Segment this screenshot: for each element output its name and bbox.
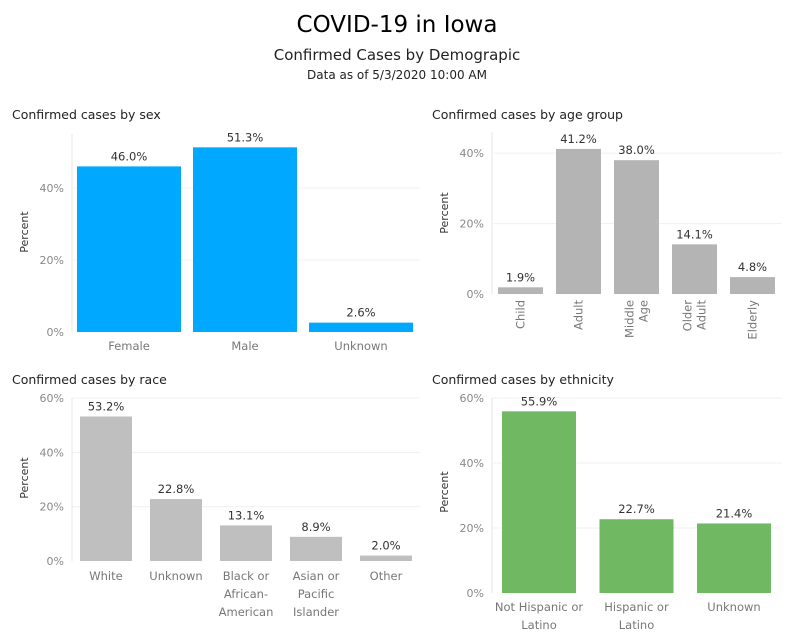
- age-category-label: Elderly: [746, 300, 760, 340]
- race-bar: [150, 499, 202, 561]
- ethnicity-y-tick-label: 20%: [460, 522, 484, 535]
- race-y-tick-label: 40%: [40, 446, 64, 459]
- ethnicity-bar: [502, 411, 576, 593]
- age-value-label: 1.9%: [506, 270, 535, 284]
- race-y-tick-label: 20%: [40, 501, 64, 514]
- race-value-label: 53.2%: [88, 399, 125, 413]
- age-y-tick-label: 20%: [460, 218, 484, 231]
- race-category-label: Black or: [223, 569, 270, 583]
- sex-y-tick-label: 40%: [40, 182, 64, 195]
- age-category-label: Older: [681, 300, 695, 332]
- ethnicity-category-label: Unknown: [707, 600, 760, 614]
- sex-value-label: 2.6%: [346, 306, 375, 320]
- ethnicity-category-label: Latino: [619, 618, 654, 632]
- age-value-label: 14.1%: [676, 227, 713, 241]
- race-category-label: Other: [370, 569, 403, 583]
- age-category-label: Child: [514, 300, 528, 329]
- race-value-label: 2.0%: [371, 539, 400, 553]
- race-bar: [360, 555, 412, 561]
- dashboard-title: COVID-19 in Iowa: [296, 12, 498, 38]
- race-y-tick-label: 60%: [40, 392, 64, 405]
- ethnicity-value-label: 55.9%: [521, 394, 558, 408]
- age-bar: [672, 244, 717, 294]
- race-value-label: 13.1%: [228, 508, 265, 522]
- sex-category-label: Male: [231, 339, 258, 353]
- race-category-label: American: [219, 605, 274, 619]
- age-bar: [556, 148, 601, 294]
- ethnicity-y-axis-label: Percent: [438, 471, 451, 513]
- age-value-label: 41.2%: [560, 132, 597, 146]
- ethnicity-chart-title: Confirmed cases by ethnicity: [432, 372, 614, 387]
- ethnicity-bar: [599, 519, 674, 593]
- ethnicity-y-tick-label: 40%: [460, 457, 484, 470]
- sex-value-label: 46.0%: [111, 149, 148, 163]
- data-timestamp: Data as of 5/3/2020 10:00 AM: [307, 68, 487, 82]
- race-bar: [220, 525, 272, 561]
- race-value-label: 22.8%: [158, 482, 195, 496]
- dashboard-subtitle: Confirmed Cases by Demograpic: [273, 46, 521, 64]
- age-category-label: Age: [637, 300, 651, 322]
- race-bar: [80, 416, 132, 561]
- sex-y-tick-label: 20%: [40, 254, 64, 267]
- race-category-label: Unknown: [149, 569, 202, 583]
- age-bar: [498, 287, 543, 294]
- age-chart-title: Confirmed cases by age group: [432, 107, 623, 122]
- sex-bar: [193, 147, 297, 332]
- race-category-label: White: [89, 569, 122, 583]
- sex-category-label: Unknown: [334, 339, 387, 353]
- age-category-label: Adult: [695, 300, 709, 330]
- race-bar: [290, 536, 342, 561]
- sex-category-label: Female: [108, 339, 150, 353]
- sex-bar: [309, 322, 413, 332]
- ethnicity-y-tick-label: 0%: [467, 587, 484, 600]
- race-category-label: Islander: [293, 605, 339, 619]
- race-y-axis-label: Percent: [18, 457, 31, 499]
- age-category-label: Adult: [572, 300, 586, 330]
- ethnicity-category-label: Latino: [521, 618, 556, 632]
- age-bar: [730, 277, 775, 294]
- ethnicity-value-label: 22.7%: [618, 502, 655, 516]
- race-chart-title: Confirmed cases by race: [12, 372, 167, 387]
- sex-bar: [77, 166, 181, 332]
- ethnicity-value-label: 21.4%: [716, 506, 753, 520]
- age-y-tick-label: 0%: [467, 288, 484, 301]
- race-value-label: 8.9%: [301, 520, 330, 534]
- age-value-label: 38.0%: [618, 143, 655, 157]
- age-bar: [614, 160, 659, 294]
- ethnicity-y-tick-label: 60%: [460, 392, 484, 405]
- ethnicity-bar: [697, 523, 771, 593]
- race-category-label: Pacific: [298, 587, 335, 601]
- sex-y-axis-label: Percent: [18, 211, 31, 253]
- race-category-label: African-: [224, 587, 268, 601]
- race-y-tick-label: 0%: [47, 555, 64, 568]
- sex-chart-title: Confirmed cases by sex: [12, 107, 161, 122]
- age-y-tick-label: 40%: [460, 147, 484, 160]
- sex-y-tick-label: 0%: [47, 326, 64, 339]
- ethnicity-category-label: Not Hispanic or: [495, 600, 583, 614]
- sex-value-label: 51.3%: [227, 130, 264, 144]
- age-category-label: Middle: [623, 300, 637, 338]
- age-value-label: 4.8%: [738, 260, 767, 274]
- ethnicity-category-label: Hispanic or: [604, 600, 669, 614]
- age-y-axis-label: Percent: [438, 192, 451, 234]
- race-category-label: Asian or: [293, 569, 340, 583]
